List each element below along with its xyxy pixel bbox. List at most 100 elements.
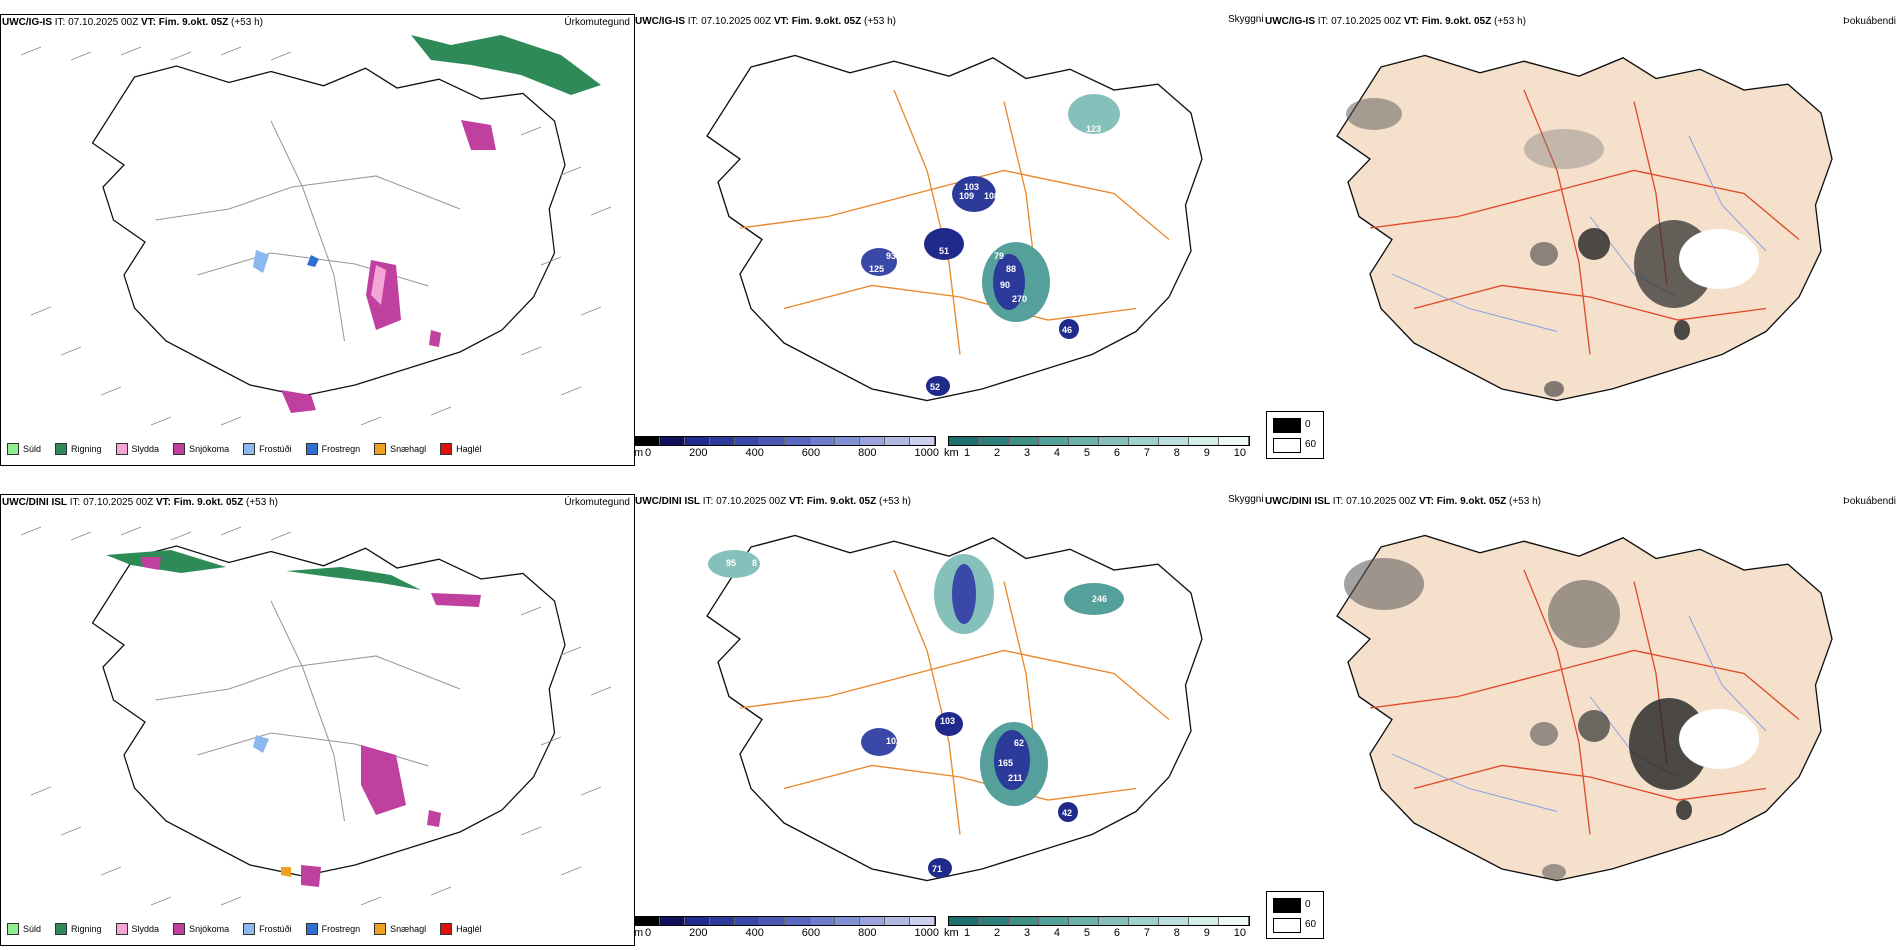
legend-swatch (55, 923, 68, 935)
cloud-panel-1: UWC/IG-IS IT: 07.10.2025 00Z VT: Fim. 9.… (634, 14, 1264, 464)
precip-panel-1: UWC/IG-IS IT: 07.10.2025 00Z VT: Fim. 9.… (0, 14, 635, 466)
panel-title: Þokuábendi (1843, 16, 1896, 27)
legend-item: Haglél (440, 923, 482, 935)
legend-swatch (440, 923, 453, 935)
svg-text:95: 95 (726, 558, 736, 568)
cloud-value-labels: 95 8 108 102 103 62 165 211 42 71 246 2 (726, 558, 1107, 874)
height-scale-unit: m (634, 927, 644, 939)
precip-areas (106, 550, 481, 887)
vis-scale-bar (948, 916, 1250, 926)
panel-title: Skyggni (1228, 494, 1264, 505)
svg-text:8: 8 (752, 558, 757, 568)
precip-map (20, 35, 612, 426)
panel-header: UWC/DINI ISL IT: 07.10.2025 00Z VT: Fim.… (635, 496, 911, 507)
legend-swatch (440, 443, 453, 455)
legend-swatch (7, 443, 19, 455)
cloud-map: 95 8 108 102 103 62 165 211 42 71 246 2 (706, 534, 1203, 882)
svg-text:93: 93 (886, 251, 896, 261)
legend-swatch (7, 923, 19, 935)
precip-map (20, 526, 612, 906)
legend-item: Snjókoma (173, 923, 229, 935)
vis-scale-unit: km (944, 927, 959, 939)
svg-text:90: 90 (1000, 280, 1010, 290)
legend-item: Frostregn (305, 923, 360, 935)
legend-swatch (173, 923, 186, 935)
legend-item: Súld (7, 923, 41, 935)
panel-header: UWC/IG-IS IT: 07.10.2025 00Z VT: Fim. 9.… (635, 16, 896, 27)
cloud-panel-2: UWC/DINI ISL IT: 07.10.2025 00Z VT: Fim.… (634, 494, 1264, 944)
panel-title: Úrkomutegund (564, 17, 630, 28)
svg-text:71: 71 (932, 864, 942, 874)
cloud-value-labels: 103 109 108 93 125 51 79 88 90 270 46 52… (869, 124, 1136, 392)
height-scale-unit: m (634, 447, 644, 459)
svg-text:125: 125 (869, 264, 884, 274)
legend-swatch (305, 923, 318, 935)
fog-panel-2: UWC/DINI ISL IT: 07.10.2025 00Z VT: Fim.… (1264, 494, 1900, 944)
cloud-map: 103 109 108 93 125 51 79 88 90 270 46 52… (706, 54, 1203, 402)
cloud-areas (861, 94, 1120, 396)
precip-areas (253, 35, 601, 413)
fog-swatch-dark (1273, 898, 1301, 913)
svg-text:52: 52 (930, 382, 940, 392)
legend-swatch (55, 443, 68, 455)
legend-item: Frostúði (243, 923, 292, 935)
svg-text:103: 103 (940, 716, 955, 726)
svg-text:109: 109 (959, 191, 974, 201)
svg-text:103: 103 (964, 182, 979, 192)
svg-text:123: 123 (1086, 124, 1101, 134)
legend-swatch (115, 443, 128, 455)
vis-scale-ticks: 1 2 3 4 5 6 7 8 9 10 (964, 927, 1246, 939)
height-scale-bar (634, 916, 936, 926)
vis-scale-ticks: 1 2 3 4 5 6 7 8 9 10 (964, 447, 1246, 459)
legend-swatch (374, 443, 387, 455)
svg-text:2: 2 (916, 864, 921, 874)
fog-swatch-dark (1273, 418, 1301, 433)
panel-header: UWC/DINI ISL IT: 07.10.2025 00Z VT: Fim.… (1265, 496, 1541, 507)
panel-title: Úrkomutegund (564, 497, 630, 508)
legend-item: Snjókoma (173, 443, 229, 455)
legend-swatch (115, 923, 128, 935)
fog-map (1336, 534, 1833, 882)
legend-item: Snæhagl (374, 923, 426, 935)
svg-text:211: 211 (1008, 773, 1023, 783)
legend-swatch (374, 923, 387, 935)
legend-item: Haglél (440, 443, 482, 455)
vis-scale-bar (948, 436, 1250, 446)
fog-areas (1346, 98, 1759, 397)
cloud-areas (708, 550, 1124, 878)
height-scale-ticks: 0 200 400 600 800 1000 (645, 927, 939, 939)
precip-panel-2: UWC/DINI ISL IT: 07.10.2025 00Z VT: Fim.… (0, 494, 635, 946)
fog-panel-1: UWC/IG-IS IT: 07.10.2025 00Z VT: Fim. 9.… (1264, 14, 1900, 464)
legend-swatch (243, 443, 256, 455)
svg-text:42: 42 (1062, 808, 1072, 818)
svg-text:102: 102 (886, 736, 901, 746)
panel-header: UWC/DINI ISL IT: 07.10.2025 00Z VT: Fim.… (2, 497, 278, 508)
svg-text:79: 79 (994, 251, 1004, 261)
legend-item: Slydda (115, 443, 159, 455)
svg-text:246: 246 (1092, 594, 1107, 604)
legend-item: Snæhagl (374, 443, 426, 455)
precip-legend: Súld Rigning Slydda Snjókoma Frostúði Fr… (7, 923, 482, 935)
panel-header: UWC/IG-IS IT: 07.10.2025 00Z VT: Fim. 9.… (1265, 16, 1526, 27)
svg-text:62: 62 (1014, 738, 1024, 748)
panel-title: Skyggni (1228, 14, 1264, 25)
legend-swatch (173, 443, 186, 455)
panel-header: UWC/IG-IS IT: 07.10.2025 00Z VT: Fim. 9.… (2, 17, 263, 28)
panel-title: Þokuábendi (1843, 496, 1896, 507)
wind-barbs (20, 526, 612, 906)
legend-swatch (243, 923, 256, 935)
svg-text:108: 108 (984, 191, 999, 201)
fog-areas (1344, 558, 1759, 880)
legend-item: Súld (7, 443, 41, 455)
height-scale-ticks: 0 200 400 600 800 1000 (645, 447, 939, 459)
fog-map (1336, 54, 1833, 402)
svg-text:108: 108 (956, 640, 971, 650)
legend-item: Frostúði (243, 443, 292, 455)
fog-scale-1: 0 60 (1266, 411, 1324, 459)
fog-swatch-light (1273, 438, 1301, 453)
fog-scale-2: 0 60 (1266, 891, 1324, 939)
svg-text:88: 88 (1006, 264, 1016, 274)
svg-text:10: 10 (1126, 144, 1136, 154)
fog-swatch-light (1273, 918, 1301, 933)
svg-text:270: 270 (1012, 294, 1027, 304)
